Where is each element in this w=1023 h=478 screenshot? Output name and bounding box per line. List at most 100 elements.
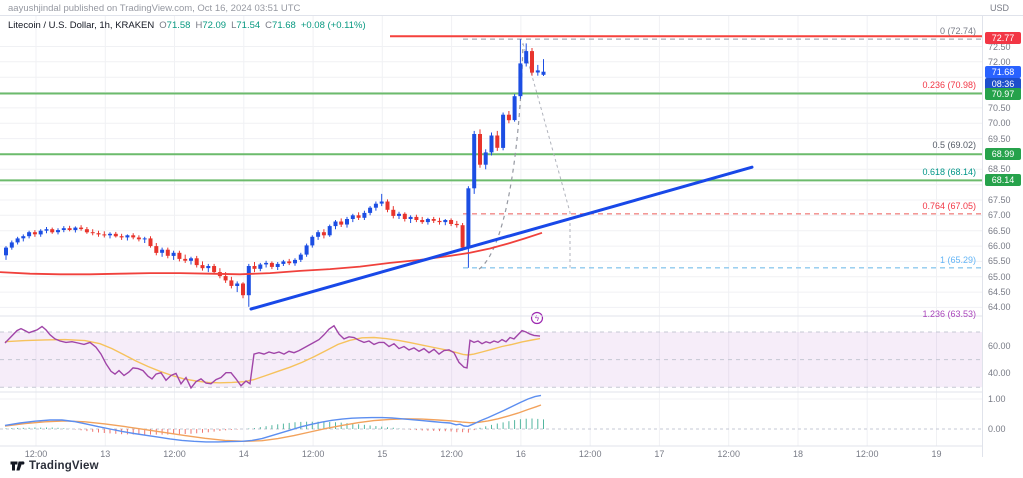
price-tick: 67.50 — [988, 195, 1011, 205]
candle-up — [368, 207, 373, 213]
candle-down — [67, 228, 72, 230]
price-tick: 72.00 — [988, 56, 1011, 67]
fib-level-label[interactable]: 0.764 (67.05) — [922, 200, 976, 211]
macd-signal-line — [4, 404, 542, 443]
rsi-line — [4, 324, 541, 390]
pump-arrow-curve — [478, 43, 524, 270]
rsi-pane — [0, 324, 982, 390]
rising-support-trendline[interactable] — [249, 165, 754, 311]
fib-level-label[interactable]: 0.236 (70.98) — [922, 80, 976, 91]
candle-up — [483, 152, 488, 165]
time-tick: 12:00 — [24, 449, 48, 459]
price-tick: 70.00 — [988, 118, 1011, 129]
candle-up — [379, 201, 384, 204]
candle-down — [414, 216, 419, 220]
fib-level-label[interactable]: 1.236 (63.53) — [922, 308, 976, 319]
candle-down — [223, 276, 228, 281]
candle-up — [108, 233, 112, 236]
price-level-badge: 68.99 — [985, 148, 1021, 161]
candle-up — [27, 232, 32, 237]
candlestick-series — [4, 39, 546, 307]
candle-down — [102, 234, 107, 236]
ohlc-label: O — [159, 20, 167, 31]
time-tick: 12:00 — [301, 449, 325, 459]
flash-marker-icon[interactable]: ϟ — [530, 311, 544, 325]
candle-down — [241, 283, 245, 296]
candle-up — [443, 220, 448, 223]
candle-up — [541, 71, 546, 75]
candle-down — [391, 209, 396, 216]
candle-down — [506, 114, 511, 121]
candle-up — [373, 203, 378, 208]
fib-level-label[interactable]: 0.618 (68.14) — [922, 167, 976, 178]
candle-up — [535, 70, 540, 73]
price-tick: 70.50 — [988, 102, 1011, 113]
fib-level-label[interactable]: 0.5 (69.02) — [932, 140, 976, 151]
time-tick: 13 — [100, 449, 111, 459]
tradingview-logo-text[interactable]: TradingView — [29, 460, 99, 472]
fib-retracement-lines[interactable] — [463, 38, 982, 269]
symbol-title[interactable]: Litecoin / U.S. Dollar, 1h, KRAKEN — [8, 20, 155, 31]
time-tick: 12:00 — [717, 449, 740, 459]
candle-up — [293, 259, 297, 264]
candle-up — [44, 229, 49, 231]
candle-up — [524, 51, 529, 64]
time-tick: 14 — [238, 449, 249, 459]
candle-up — [501, 114, 506, 148]
price-tick: 68.50 — [988, 164, 1011, 175]
candle-down — [136, 237, 141, 240]
candle-down — [437, 220, 442, 223]
price-level-badge: 72.77 — [985, 32, 1021, 45]
candle-up — [9, 242, 14, 248]
candle-up — [38, 230, 43, 235]
candle-up — [258, 264, 263, 269]
candle-up — [310, 236, 315, 246]
candle-down — [165, 249, 170, 256]
candle-up — [142, 238, 147, 240]
candle-up — [264, 262, 269, 265]
candle-down — [321, 232, 326, 236]
candle-up — [275, 263, 280, 267]
price-tick: 65.50 — [988, 256, 1011, 267]
fib-level-label[interactable]: 0 (72.74) — [939, 26, 976, 37]
candle-up — [316, 232, 321, 237]
candle-down — [84, 229, 89, 233]
price-level-badge: 70.97 — [985, 87, 1021, 100]
candle-down — [530, 51, 534, 73]
candle-down — [495, 135, 500, 148]
change-value: +0.08 (+0.11%) — [300, 20, 366, 31]
time-tick: 16 — [515, 449, 526, 459]
candle-down — [478, 134, 482, 165]
time-tick: 15 — [377, 449, 388, 459]
price-axis-currency[interactable]: USD — [990, 3, 1010, 13]
ohlc-value: 71.58 — [166, 20, 191, 31]
candle-up — [246, 266, 251, 296]
price-tick: 65.00 — [988, 271, 1011, 282]
candle-up — [327, 226, 332, 236]
candle-up — [160, 249, 165, 253]
price-level-badge: 68.14 — [985, 174, 1021, 187]
candle-up — [333, 221, 338, 227]
ohlc-values: O71.58 H72.09 L71.54 C71.68 +0.08 (+0.11%) — [154, 20, 365, 31]
tradingview-logo-icon[interactable] — [10, 460, 25, 472]
candle-up — [408, 216, 413, 219]
candle-down — [90, 232, 95, 234]
price-axis[interactable]: 72.50 72.00 70.50 70.00 69.50 68.50 67.50 67.00… — [982, 16, 1023, 457]
fib-level-label[interactable]: 1 (65.29) — [939, 254, 976, 265]
price-tick: 69.50 — [988, 133, 1011, 144]
moving-average-line[interactable] — [0, 231, 543, 276]
ohlc-label: H — [195, 20, 203, 31]
time-axis[interactable]: 12:00 13 12:00 14 12:00 15 12:00 16 12:00 17 12:00… — [0, 446, 982, 459]
candle-down — [339, 221, 344, 225]
drawing-annotations[interactable] — [478, 43, 571, 270]
price-tick: 67.00 — [988, 210, 1011, 221]
candle-down — [50, 229, 55, 233]
candle-up — [489, 135, 494, 153]
time-tick: 12:00 — [578, 449, 602, 459]
candle-up — [171, 252, 176, 256]
ohlc-label: C — [265, 20, 273, 31]
fib-connector-line — [522, 43, 571, 268]
candle-up — [425, 219, 430, 223]
